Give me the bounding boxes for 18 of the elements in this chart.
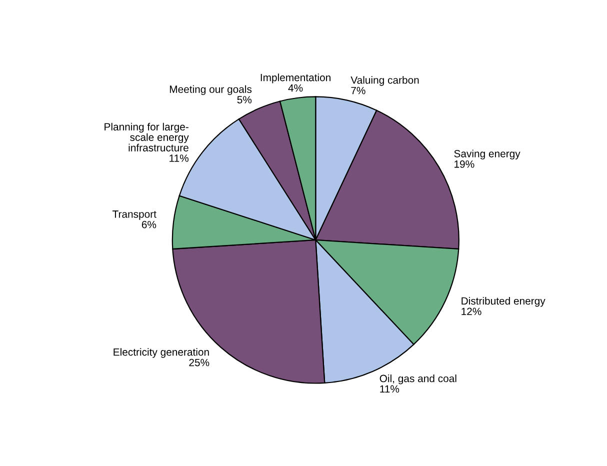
slice-label: Oil, gas and coal bbox=[380, 374, 456, 384]
data-label: 7% bbox=[351, 86, 366, 94]
data-label: 11% bbox=[380, 385, 400, 393]
slice-label: Distributed energy bbox=[462, 296, 546, 307]
data-label: 12% bbox=[462, 308, 482, 316]
data-label: 19% bbox=[454, 160, 474, 168]
data-label: 25% bbox=[189, 358, 210, 366]
slice-label: Transport bbox=[112, 210, 156, 220]
data-label: 4% bbox=[288, 84, 303, 92]
slice-label: Electricity generation bbox=[114, 348, 209, 358]
slice-label: Valuing carbon bbox=[350, 76, 419, 86]
slice-label: Implementation bbox=[260, 74, 330, 84]
data-label: 5% bbox=[237, 96, 252, 104]
slice-label: Meeting our goals bbox=[170, 85, 252, 95]
data-label: 11% bbox=[170, 154, 188, 162]
data-label: 6% bbox=[142, 220, 156, 228]
slice-label: Planning for large- scale energy infrastructure bbox=[104, 122, 189, 152]
slice-label: Saving energy bbox=[454, 150, 520, 160]
